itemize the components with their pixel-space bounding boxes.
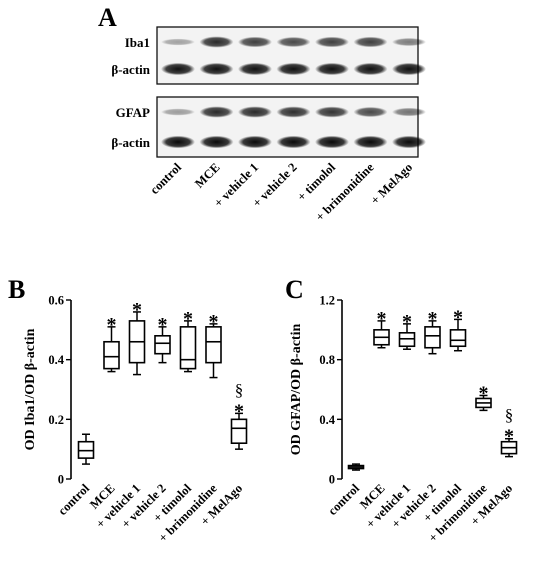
panel-b-box-control [77, 433, 95, 465]
panel-c-box-control [347, 463, 365, 471]
blot-band-actin-1-lane-5 [315, 62, 349, 76]
panel-c-box-mce [373, 320, 390, 349]
panel-b-iqr-melago [230, 418, 248, 445]
panel-c-annotation-melago-1: * [504, 426, 514, 448]
blot-band-iba1-1-lane-5 [315, 36, 349, 48]
panel-c-iqr-vehicle-2 [424, 326, 441, 349]
blot-band-gfap-2-lane-5 [315, 106, 349, 118]
blot-lane-label-control: control [147, 160, 184, 197]
blot-band-gfap-2-lane-2 [199, 106, 234, 118]
panel-c-annotation-melago-0: § [505, 406, 514, 425]
blot-band-actin-1-lane-7 [392, 62, 426, 76]
blot-row-label-iba1-1: Iba1 [125, 35, 150, 50]
blot-band-actin-2-lane-2 [199, 135, 234, 149]
blot-band-iba1-1-lane-4 [276, 36, 311, 48]
blot-row-label-gfap-2: GFAP [116, 105, 150, 120]
panel-b-y-tick-label-2: 0.4 [48, 353, 64, 367]
panel-b-box-mce [103, 326, 120, 373]
blot-membrane-1 [156, 26, 419, 85]
blot-band-actin-1-lane-1 [161, 62, 195, 76]
panel-b-iqr-mce [103, 340, 120, 370]
panel-b-box-vehicle-1 [128, 311, 146, 376]
panel-b-box-melago [230, 412, 248, 450]
chart-c: 00.40.81.2OD GFAP/OD β-actin* * * ***§contr… [289, 294, 518, 545]
panel-c-letter: C [285, 275, 304, 304]
panel-c-y-tick-label-1: 0.4 [319, 413, 335, 427]
panel-c-annotation-timolol-0: * [453, 306, 463, 328]
blot-row-label-actin-1: β-actin [111, 62, 150, 77]
blot-band-actin-1-lane-4 [276, 62, 311, 76]
blot-lane-label-melago: + MelAgo [368, 160, 415, 207]
panel-b-annotation-mce-0: * [107, 314, 117, 336]
blot-band-actin-2-lane-7 [392, 135, 426, 149]
blot-band-iba1-1-lane-7 [392, 37, 426, 47]
panel-c-annotation-vehicle-2-0: * [428, 308, 438, 330]
panel-c-y-tick-label-2: 0.8 [319, 353, 335, 367]
blot-band-gfap-2-lane-6 [353, 106, 388, 118]
blot-band-iba1-1-lane-1 [161, 38, 195, 46]
panel-b-box-brimonidine [205, 323, 222, 379]
panel-b-annotation-brimonidine-0: * [209, 311, 219, 333]
blot-band-actin-2-lane-4 [276, 135, 311, 149]
blot-band-gfap-2-lane-7 [392, 107, 426, 117]
blot-band-gfap-2-lane-4 [276, 106, 311, 118]
blot-band-iba1-1-lane-6 [353, 36, 388, 48]
panel-c-annotation-mce-0: * [377, 308, 387, 330]
panel-c-annotation-brimonidine-0: * [479, 382, 489, 404]
blot-band-actin-2-lane-1 [161, 135, 195, 149]
panel-c-y-axis-label: OD GFAP/OD β-actin [289, 324, 304, 456]
blot-band-iba1-1-lane-2 [199, 36, 234, 48]
panel-b-y-tick-label-1: 0.2 [48, 413, 64, 427]
panel-b-iqr-timolol [179, 326, 197, 370]
panel-c-y-tick-label-0: 0 [329, 473, 335, 487]
chart-b: 00.20.40.6OD Iba1/OD β-actin*** * **§contr… [23, 294, 248, 545]
panel-b-y-tick-label-0: 0 [58, 473, 64, 487]
blot-band-actin-2-lane-6 [353, 135, 388, 149]
blot-band-actin-1-lane-6 [353, 62, 388, 76]
blot-band-actin-1-lane-2 [199, 62, 234, 76]
panel-b-box-timolol [179, 320, 197, 373]
panel-c-y-tick-label-3: 1.2 [319, 294, 335, 308]
panel-c-iqr-timolol [449, 329, 467, 348]
blot-membrane-2 [156, 96, 419, 158]
blot-band-iba1-1-lane-3 [238, 36, 272, 48]
blot-lane-label-mce: MCE [192, 160, 223, 191]
panel-b-letter: B [8, 275, 25, 304]
panel-b-annotation-vehicle-2-0: * [158, 314, 168, 336]
panel-c-box-brimonidine [475, 394, 492, 412]
panel-b-y-axis-label: OD Iba1/OD β-actin [23, 328, 38, 450]
panel-c-annotation-vehicle-1-0: * [402, 311, 412, 333]
panel-c-box-vehicle-2 [424, 320, 441, 355]
panel-b-y-tick-label-3: 0.6 [48, 294, 64, 308]
panel-b-annotation-vehicle-1-0: * [132, 299, 142, 321]
panel-b-box-vehicle-2 [154, 326, 171, 364]
blot-band-actin-1-lane-3 [238, 62, 272, 76]
blot-band-gfap-2-lane-1 [161, 108, 195, 116]
blot-band-actin-2-lane-3 [238, 135, 272, 149]
panel-b-iqr-vehicle-2 [154, 334, 171, 355]
panel-c-box-melago [500, 437, 518, 458]
panel-b-iqr-brimonidine [205, 326, 222, 364]
panel-b-annotation-melago-1: * [234, 400, 244, 422]
blot-band-gfap-2-lane-3 [238, 106, 272, 118]
panel-b-annotation-timolol-0: * [183, 308, 193, 330]
blot-row-label-actin-2: β-actin [111, 135, 150, 150]
panel-c-box-timolol [449, 318, 467, 352]
panel-c-box-vehicle-1 [398, 323, 416, 350]
panel-a-letter: A [98, 3, 117, 32]
panel-b-annotation-melago-0: § [235, 380, 244, 399]
blot-band-actin-2-lane-5 [315, 135, 349, 149]
